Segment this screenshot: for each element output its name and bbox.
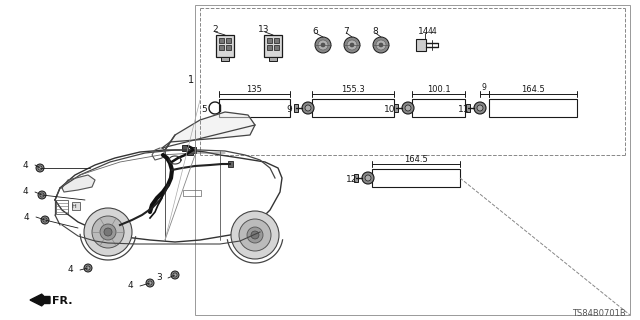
Text: 10: 10	[384, 106, 396, 115]
Bar	[269, 57, 277, 61]
Circle shape	[474, 102, 486, 114]
Bar	[228, 161, 233, 167]
Circle shape	[148, 281, 152, 285]
Circle shape	[318, 40, 328, 50]
Bar	[267, 38, 272, 43]
Text: 5: 5	[201, 106, 207, 115]
Bar	[219, 38, 224, 43]
Circle shape	[38, 191, 46, 199]
Text: 164.5: 164.5	[404, 155, 428, 164]
Circle shape	[146, 279, 154, 287]
Text: 1: 1	[188, 75, 194, 85]
Polygon shape	[162, 112, 255, 150]
Text: 9: 9	[286, 106, 292, 115]
Text: 11: 11	[458, 106, 470, 115]
Circle shape	[104, 228, 112, 236]
Text: 6: 6	[312, 27, 317, 36]
Bar	[216, 35, 234, 57]
Circle shape	[405, 105, 411, 111]
Circle shape	[239, 219, 271, 251]
Text: 9: 9	[481, 83, 486, 92]
Circle shape	[100, 224, 116, 240]
Text: 14: 14	[418, 27, 429, 36]
Bar	[187, 149, 193, 155]
Circle shape	[379, 43, 383, 47]
Bar	[354, 174, 358, 182]
Circle shape	[362, 172, 374, 184]
Bar	[264, 35, 282, 57]
Bar	[219, 45, 224, 50]
Bar	[312, 99, 394, 117]
Circle shape	[43, 218, 47, 222]
Bar	[416, 39, 426, 51]
Circle shape	[92, 216, 124, 248]
Polygon shape	[62, 175, 95, 192]
Bar	[56, 200, 68, 214]
Circle shape	[41, 216, 49, 224]
Bar	[274, 45, 279, 50]
Text: FR.: FR.	[52, 296, 72, 306]
Bar	[226, 45, 231, 50]
Circle shape	[347, 40, 357, 50]
Text: 4: 4	[128, 282, 134, 291]
Circle shape	[171, 271, 179, 279]
Text: 4: 4	[24, 212, 29, 221]
Circle shape	[302, 102, 314, 114]
Text: 3: 3	[156, 274, 162, 283]
Circle shape	[373, 37, 389, 53]
Text: 100.1: 100.1	[427, 84, 451, 93]
Circle shape	[305, 105, 311, 111]
Bar	[372, 169, 460, 187]
Bar	[219, 99, 290, 117]
Text: TS84B0701B: TS84B0701B	[572, 308, 626, 317]
Bar	[118, 222, 123, 228]
FancyArrow shape	[30, 294, 50, 306]
Circle shape	[376, 40, 386, 50]
Text: 44: 44	[428, 28, 438, 36]
Circle shape	[251, 231, 259, 239]
Text: 4: 4	[23, 188, 29, 196]
Text: 4: 4	[68, 266, 74, 275]
Circle shape	[36, 164, 44, 172]
Circle shape	[365, 175, 371, 181]
Circle shape	[247, 227, 263, 243]
Text: 12: 12	[346, 175, 357, 185]
Bar	[221, 57, 229, 61]
Bar	[274, 38, 279, 43]
Text: 2: 2	[212, 26, 218, 35]
Bar	[394, 104, 398, 112]
Circle shape	[86, 266, 90, 270]
Bar	[412, 99, 465, 117]
Bar	[182, 145, 188, 151]
Bar	[294, 104, 298, 112]
Circle shape	[402, 102, 414, 114]
Text: 155.3: 155.3	[341, 84, 365, 93]
Bar	[195, 5, 630, 315]
Circle shape	[173, 273, 177, 277]
Text: 135: 135	[246, 84, 262, 93]
Bar	[489, 99, 577, 117]
Circle shape	[321, 43, 325, 47]
Bar	[466, 104, 470, 112]
Bar	[226, 38, 231, 43]
Bar	[72, 202, 80, 210]
Bar	[267, 45, 272, 50]
Text: H: H	[72, 204, 76, 209]
Circle shape	[40, 193, 44, 197]
Text: 164.5: 164.5	[521, 84, 545, 93]
Circle shape	[477, 105, 483, 111]
Circle shape	[350, 43, 354, 47]
Circle shape	[344, 37, 360, 53]
Bar	[190, 147, 196, 153]
Text: 7: 7	[343, 27, 349, 36]
Circle shape	[38, 166, 42, 170]
Text: 4: 4	[23, 161, 29, 170]
Text: 13: 13	[258, 26, 269, 35]
Bar	[183, 190, 201, 196]
Circle shape	[84, 264, 92, 272]
Circle shape	[231, 211, 279, 259]
Circle shape	[84, 208, 132, 256]
Circle shape	[315, 37, 331, 53]
Text: 8: 8	[372, 27, 378, 36]
